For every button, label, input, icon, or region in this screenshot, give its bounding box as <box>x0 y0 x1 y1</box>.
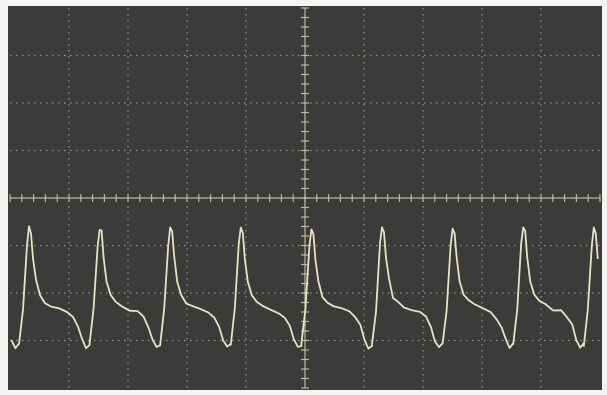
oscilloscope-photo <box>0 0 607 395</box>
page: {} (() => { const svg = document.getElem… <box>0 0 607 395</box>
